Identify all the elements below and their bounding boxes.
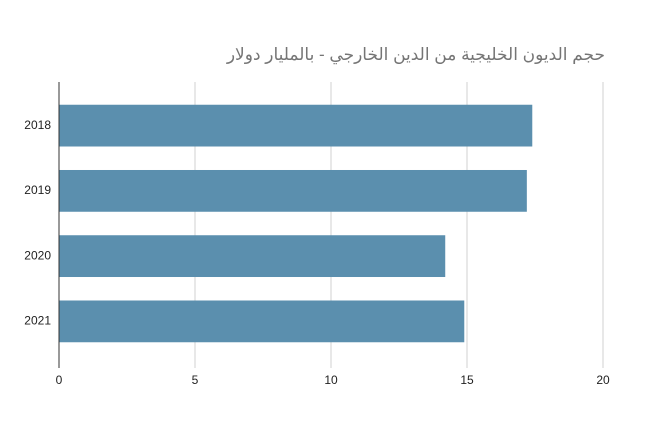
bar bbox=[59, 235, 446, 278]
bar bbox=[59, 300, 465, 343]
x-tick-label: 0 bbox=[56, 373, 63, 387]
x-tick-label: 15 bbox=[460, 373, 474, 387]
bar bbox=[59, 104, 533, 147]
y-tick-label: 2018 bbox=[24, 118, 51, 132]
bar bbox=[59, 169, 527, 212]
x-tick-label: 10 bbox=[324, 373, 338, 387]
chart-title: حجم الديون الخليجية من الدين الخارجي - ب… bbox=[226, 45, 605, 64]
x-tick-label: 20 bbox=[596, 373, 610, 387]
y-tick-label: 2021 bbox=[24, 314, 51, 328]
y-tick-label: 2020 bbox=[24, 248, 51, 262]
x-tick-label: 5 bbox=[192, 373, 199, 387]
y-tick-label: 2019 bbox=[24, 183, 51, 197]
